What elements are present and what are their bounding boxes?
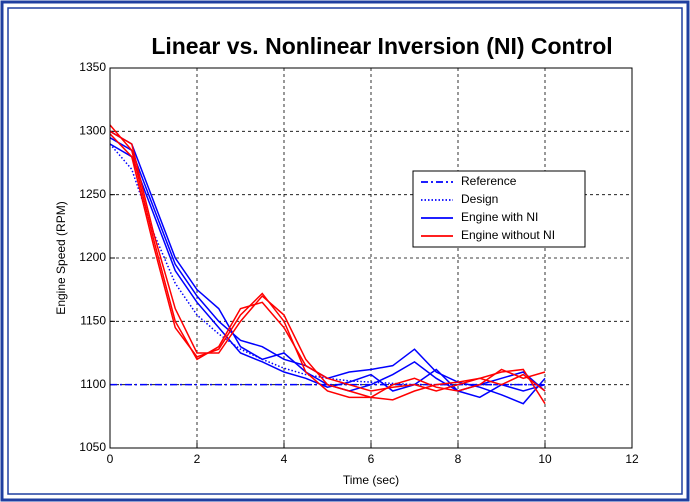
y-tick-label: 1200: [79, 250, 106, 264]
x-tick-label: 4: [281, 452, 288, 466]
y-tick-label: 1100: [80, 377, 106, 391]
y-tick-label: 1250: [79, 187, 106, 201]
legend-label: Design: [461, 192, 498, 206]
y-axis-label: Engine Speed (RPM): [54, 201, 68, 314]
series-line: [109, 133, 546, 399]
x-axis-label: Time (sec): [343, 473, 399, 487]
y-tick-label: 1150: [80, 314, 106, 328]
x-tick-label: 6: [368, 452, 375, 466]
x-tick-label: 8: [455, 452, 462, 466]
y-tick-label: 1300: [79, 124, 106, 138]
inner-frame: [7, 7, 683, 495]
legend-label: Engine with NI: [461, 210, 538, 224]
x-tick-label: 2: [194, 452, 201, 466]
y-tick-label: 1050: [79, 440, 106, 454]
chart-title: Linear vs. Nonlinear Inversion (NI) Cont…: [151, 33, 612, 59]
x-tick-label: 12: [625, 452, 639, 466]
series-line: [109, 143, 545, 386]
series-line: [109, 124, 546, 392]
x-tick-label: 0: [107, 452, 114, 466]
legend-label: Engine without NI: [461, 228, 555, 242]
x-tick-label: 10: [538, 452, 552, 466]
legend-label: Reference: [461, 174, 517, 188]
legend-box: [412, 170, 586, 248]
series-line: [109, 130, 546, 405]
plot-border: [109, 67, 633, 449]
y-tick-label: 1350: [79, 60, 106, 74]
